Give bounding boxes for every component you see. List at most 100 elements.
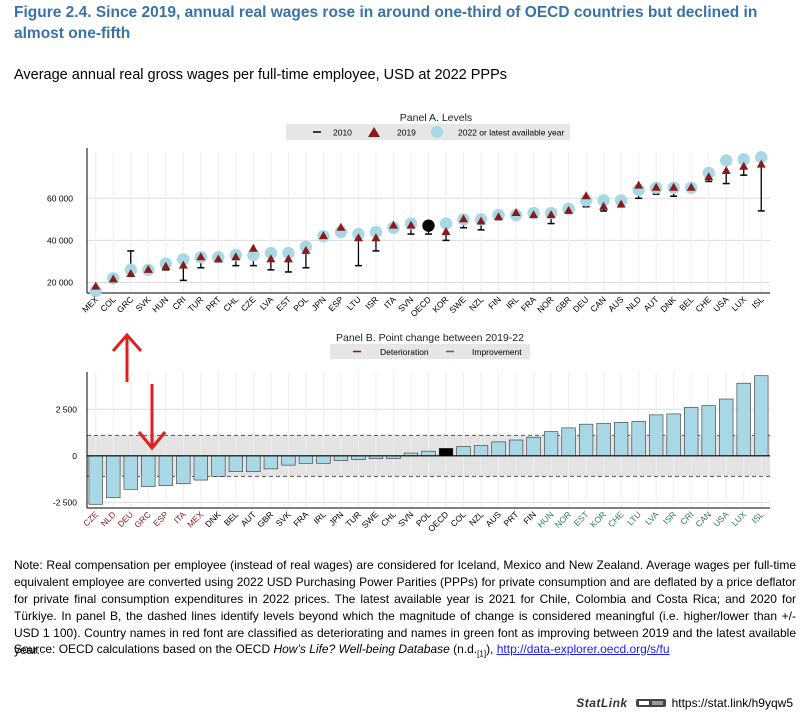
- x-tick-label: JPN: [327, 509, 345, 527]
- point-2022: [439, 217, 453, 230]
- point-2019: [669, 182, 679, 191]
- source-link[interactable]: http://data-explorer.oecd.org/s/fu: [496, 642, 670, 656]
- annotation-arrow-up: [111, 332, 143, 382]
- point-2022: [282, 246, 295, 260]
- x-tick-label: LUX: [729, 294, 748, 313]
- figure-title: Figure 2.4. Since 2019, annual real wage…: [14, 4, 758, 42]
- statlink: StatLink https://stat.link/h9yqw5: [576, 696, 793, 710]
- x-tick-label: AUS: [484, 509, 504, 529]
- legend-triangle-marker: [368, 127, 380, 137]
- x-tick-label: DEU: [571, 294, 591, 314]
- point-2019: [406, 220, 416, 229]
- y-tick-label: 0: [72, 451, 77, 461]
- statlink-url[interactable]: https://stat.link/h9yqw5: [671, 696, 793, 710]
- x-tick-label: AUS: [606, 294, 626, 314]
- point-2019: [231, 252, 241, 261]
- x-tick-label: COL: [98, 294, 118, 314]
- point-2019: [459, 214, 469, 223]
- x-tick-label: AUT: [641, 294, 660, 313]
- x-tick-label: SWE: [447, 294, 468, 315]
- point-2019: [126, 269, 136, 278]
- legend-label-2022: 2022 or latest available year: [458, 128, 564, 138]
- bar: [141, 455, 156, 487]
- point-2019: [353, 233, 363, 242]
- bar: [508, 439, 524, 457]
- point-2019: [546, 210, 556, 219]
- chart-canvas: Panel A. Levels 2010 2019 2022 or latest…: [47, 112, 770, 534]
- bar: [526, 436, 541, 457]
- point-2019: [564, 205, 574, 214]
- x-tick-label: GRC: [115, 294, 135, 314]
- point-2019: [266, 254, 276, 263]
- x-tick-label: HUN: [150, 294, 170, 314]
- source-suffix: ),: [486, 642, 497, 656]
- point-2019: [441, 226, 451, 235]
- panel-b-title: Panel B. Point change between 2019-22: [336, 332, 524, 344]
- legend-label-2010: 2010: [333, 128, 352, 138]
- x-tick-label: DEU: [115, 509, 135, 529]
- x-tick-label: SWE: [360, 509, 381, 530]
- x-tick-label: NLD: [624, 294, 643, 313]
- y-tick-label: 2 500: [56, 404, 78, 414]
- annotation-arrow-down: [137, 384, 167, 451]
- legend-circle-marker: [431, 126, 443, 138]
- x-tick-label: LTU: [625, 509, 643, 527]
- x-tick-label: CHL: [379, 509, 398, 528]
- bar: [88, 455, 103, 505]
- bar: [561, 427, 576, 457]
- x-tick-label: GBR: [553, 294, 573, 314]
- bar: [456, 446, 471, 457]
- bar: [491, 441, 506, 457]
- x-tick-label: LTU: [345, 294, 363, 312]
- bar: [701, 405, 716, 457]
- point-2019: [581, 191, 591, 200]
- x-tick-label: EST: [274, 294, 293, 313]
- y-tick-label: 60 000: [47, 193, 73, 203]
- point-2019: [196, 252, 206, 261]
- legend-label-improvement: Improvement: [472, 347, 522, 357]
- point-2019: [213, 254, 223, 263]
- panel-a-title: Panel A. Levels: [400, 112, 472, 124]
- x-tick-label: NOR: [553, 509, 573, 529]
- x-tick-label: OECD: [408, 294, 432, 318]
- x-tick-label: PRT: [204, 294, 223, 313]
- bar: [281, 455, 296, 466]
- statlink-label: StatLink: [576, 696, 628, 710]
- x-tick-label: SVK: [134, 294, 153, 313]
- point-2019: [616, 199, 626, 208]
- point-2019: [318, 231, 328, 240]
- point-2022: [369, 225, 383, 239]
- point-2022: [720, 154, 733, 167]
- point-2019: [686, 182, 696, 191]
- point-2019: [143, 264, 153, 273]
- panel-a-legend: 2010 2019 2022 or latest available year: [286, 124, 570, 140]
- bar: [578, 423, 594, 457]
- x-tick-label: USA: [711, 294, 731, 314]
- point-2022: [264, 246, 278, 260]
- x-tick-label: FIN: [486, 294, 503, 311]
- point-2019: [371, 233, 381, 242]
- y-tick-label: 40 000: [47, 235, 73, 245]
- source-prefix: Source: OECD calculations based on the O…: [14, 642, 274, 656]
- x-tick-label: JPN: [309, 294, 327, 312]
- x-tick-label: KOR: [588, 509, 608, 529]
- x-tick-label: SVN: [396, 509, 415, 528]
- point-2019: [494, 212, 504, 221]
- x-tick-label: CAN: [693, 509, 713, 529]
- bar: [106, 455, 121, 499]
- point-2019: [91, 281, 101, 290]
- figure-note: Note: Real compensation per employee (in…: [14, 558, 796, 657]
- x-tick-label: KOR: [430, 294, 450, 314]
- x-tick-label: COL: [449, 509, 469, 529]
- bar: [473, 445, 489, 457]
- x-tick-label: ESP: [151, 509, 170, 528]
- point-2019: [739, 161, 749, 170]
- point-2019: [336, 222, 346, 231]
- point-2019: [248, 243, 258, 252]
- x-tick-label: SVK: [274, 509, 293, 528]
- point-2019: [756, 159, 766, 168]
- statlink-logo-icon: [635, 699, 666, 707]
- point-2019: [424, 220, 433, 229]
- point-2019: [476, 216, 486, 225]
